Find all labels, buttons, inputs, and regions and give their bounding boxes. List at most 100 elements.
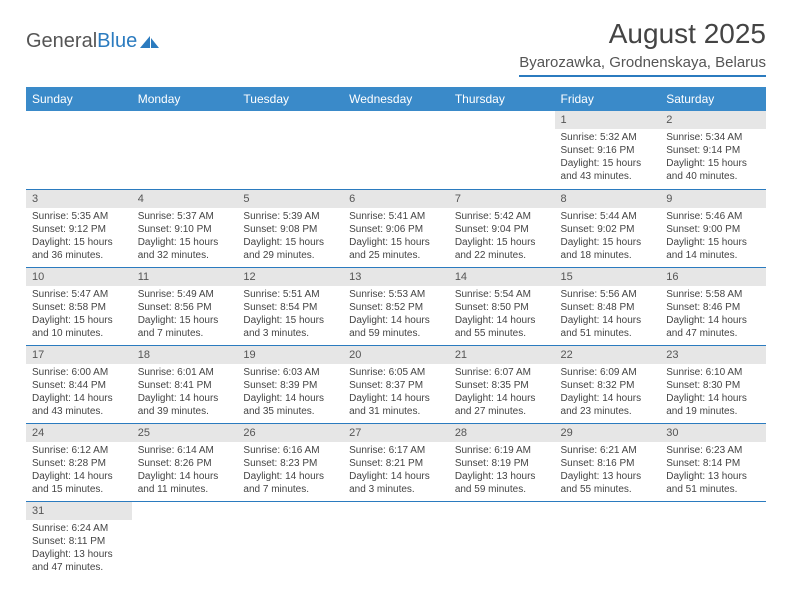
day-number: 16 [660,268,766,286]
calendar-cell: 30Sunrise: 6:23 AMSunset: 8:14 PMDayligh… [660,423,766,501]
calendar-cell: 17Sunrise: 6:00 AMSunset: 8:44 PMDayligh… [26,345,132,423]
calendar-cell: 14Sunrise: 5:54 AMSunset: 8:50 PMDayligh… [449,267,555,345]
calendar-cell [343,501,449,579]
day-details: Sunrise: 5:44 AMSunset: 9:02 PMDaylight:… [555,208,661,266]
day-number: 3 [26,190,132,208]
calendar-cell [555,501,661,579]
calendar-cell: 1Sunrise: 5:32 AMSunset: 9:16 PMDaylight… [555,111,661,189]
day-number: 21 [449,346,555,364]
weekday-header: Saturday [660,87,766,111]
calendar-cell: 12Sunrise: 5:51 AMSunset: 8:54 PMDayligh… [237,267,343,345]
calendar-cell: 15Sunrise: 5:56 AMSunset: 8:48 PMDayligh… [555,267,661,345]
day-details: Sunrise: 5:53 AMSunset: 8:52 PMDaylight:… [343,286,449,344]
day-details: Sunrise: 6:21 AMSunset: 8:16 PMDaylight:… [555,442,661,500]
day-details: Sunrise: 6:10 AMSunset: 8:30 PMDaylight:… [660,364,766,422]
weekday-header: Thursday [449,87,555,111]
calendar-cell [660,501,766,579]
calendar-cell: 24Sunrise: 6:12 AMSunset: 8:28 PMDayligh… [26,423,132,501]
day-details: Sunrise: 6:17 AMSunset: 8:21 PMDaylight:… [343,442,449,500]
day-details: Sunrise: 6:09 AMSunset: 8:32 PMDaylight:… [555,364,661,422]
calendar-cell: 13Sunrise: 5:53 AMSunset: 8:52 PMDayligh… [343,267,449,345]
day-number: 31 [26,502,132,520]
calendar-cell [343,111,449,189]
weekday-row: SundayMondayTuesdayWednesdayThursdayFrid… [26,87,766,111]
day-number: 4 [132,190,238,208]
calendar-cell: 5Sunrise: 5:39 AMSunset: 9:08 PMDaylight… [237,189,343,267]
calendar-cell: 4Sunrise: 5:37 AMSunset: 9:10 PMDaylight… [132,189,238,267]
location: Byarozawka, Grodnenskaya, Belarus [519,54,766,77]
calendar-cell: 21Sunrise: 6:07 AMSunset: 8:35 PMDayligh… [449,345,555,423]
day-number: 10 [26,268,132,286]
page-title: August 2025 [519,18,766,50]
calendar-cell: 16Sunrise: 5:58 AMSunset: 8:46 PMDayligh… [660,267,766,345]
calendar-cell: 2Sunrise: 5:34 AMSunset: 9:14 PMDaylight… [660,111,766,189]
logo-word2: Blue [97,30,137,52]
day-number: 29 [555,424,661,442]
day-details: Sunrise: 6:03 AMSunset: 8:39 PMDaylight:… [237,364,343,422]
day-number: 12 [237,268,343,286]
calendar-cell [237,111,343,189]
calendar-cell: 9Sunrise: 5:46 AMSunset: 9:00 PMDaylight… [660,189,766,267]
logo-text: GeneralBlue [26,30,137,53]
calendar-cell: 8Sunrise: 5:44 AMSunset: 9:02 PMDaylight… [555,189,661,267]
day-details: Sunrise: 5:37 AMSunset: 9:10 PMDaylight:… [132,208,238,266]
calendar-cell: 3Sunrise: 5:35 AMSunset: 9:12 PMDaylight… [26,189,132,267]
day-number: 18 [132,346,238,364]
day-details: Sunrise: 6:16 AMSunset: 8:23 PMDaylight:… [237,442,343,500]
day-number: 6 [343,190,449,208]
calendar-cell: 19Sunrise: 6:03 AMSunset: 8:39 PMDayligh… [237,345,343,423]
calendar-cell: 27Sunrise: 6:17 AMSunset: 8:21 PMDayligh… [343,423,449,501]
day-number: 30 [660,424,766,442]
day-details: Sunrise: 6:12 AMSunset: 8:28 PMDaylight:… [26,442,132,500]
calendar-cell: 7Sunrise: 5:42 AMSunset: 9:04 PMDaylight… [449,189,555,267]
title-block: August 2025 Byarozawka, Grodnenskaya, Be… [519,18,766,77]
calendar-cell: 29Sunrise: 6:21 AMSunset: 8:16 PMDayligh… [555,423,661,501]
day-number: 9 [660,190,766,208]
calendar-cell [132,111,238,189]
day-number: 20 [343,346,449,364]
weekday-header: Friday [555,87,661,111]
day-number: 14 [449,268,555,286]
day-number: 19 [237,346,343,364]
day-details: Sunrise: 5:42 AMSunset: 9:04 PMDaylight:… [449,208,555,266]
sail-icon [139,35,161,49]
day-number: 23 [660,346,766,364]
day-number: 8 [555,190,661,208]
day-details: Sunrise: 5:58 AMSunset: 8:46 PMDaylight:… [660,286,766,344]
calendar-table: SundayMondayTuesdayWednesdayThursdayFrid… [26,87,766,579]
calendar-cell [26,111,132,189]
day-details: Sunrise: 5:41 AMSunset: 9:06 PMDaylight:… [343,208,449,266]
day-number: 15 [555,268,661,286]
calendar-cell: 28Sunrise: 6:19 AMSunset: 8:19 PMDayligh… [449,423,555,501]
day-details: Sunrise: 5:54 AMSunset: 8:50 PMDaylight:… [449,286,555,344]
day-number: 26 [237,424,343,442]
calendar-cell: 26Sunrise: 6:16 AMSunset: 8:23 PMDayligh… [237,423,343,501]
day-number: 5 [237,190,343,208]
logo-word1: General [26,30,97,52]
calendar-cell: 31Sunrise: 6:24 AMSunset: 8:11 PMDayligh… [26,501,132,579]
header: GeneralBlue August 2025 Byarozawka, Grod… [26,18,766,77]
day-details: Sunrise: 5:51 AMSunset: 8:54 PMDaylight:… [237,286,343,344]
day-details: Sunrise: 6:19 AMSunset: 8:19 PMDaylight:… [449,442,555,500]
day-details: Sunrise: 5:32 AMSunset: 9:16 PMDaylight:… [555,129,661,187]
day-details: Sunrise: 6:01 AMSunset: 8:41 PMDaylight:… [132,364,238,422]
day-number: 13 [343,268,449,286]
day-details: Sunrise: 5:39 AMSunset: 9:08 PMDaylight:… [237,208,343,266]
day-number: 1 [555,111,661,129]
weekday-header: Tuesday [237,87,343,111]
day-number: 28 [449,424,555,442]
calendar-cell: 22Sunrise: 6:09 AMSunset: 8:32 PMDayligh… [555,345,661,423]
day-details: Sunrise: 5:47 AMSunset: 8:58 PMDaylight:… [26,286,132,344]
calendar-cell: 20Sunrise: 6:05 AMSunset: 8:37 PMDayligh… [343,345,449,423]
weekday-header: Wednesday [343,87,449,111]
day-number: 2 [660,111,766,129]
day-number: 22 [555,346,661,364]
day-details: Sunrise: 5:49 AMSunset: 8:56 PMDaylight:… [132,286,238,344]
day-details: Sunrise: 5:56 AMSunset: 8:48 PMDaylight:… [555,286,661,344]
calendar-cell: 23Sunrise: 6:10 AMSunset: 8:30 PMDayligh… [660,345,766,423]
day-number: 17 [26,346,132,364]
calendar-cell [449,111,555,189]
day-details: Sunrise: 5:35 AMSunset: 9:12 PMDaylight:… [26,208,132,266]
weekday-header: Monday [132,87,238,111]
calendar-cell: 6Sunrise: 5:41 AMSunset: 9:06 PMDaylight… [343,189,449,267]
